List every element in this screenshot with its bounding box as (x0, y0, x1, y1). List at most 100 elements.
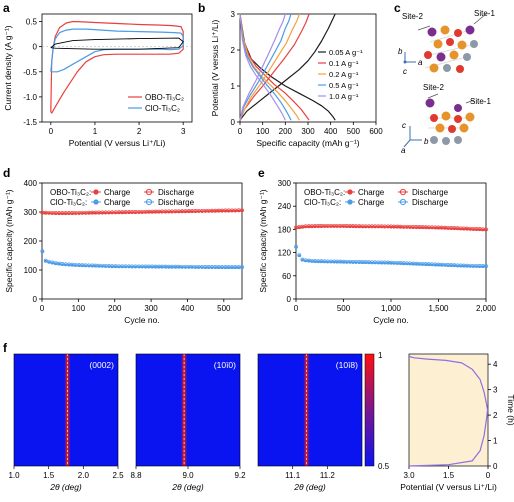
charge-marker (127, 211, 131, 214)
charge-marker (220, 266, 224, 269)
y-tick-label: 2 (231, 46, 236, 55)
charge-marker (377, 225, 380, 229)
charge-marker (94, 264, 97, 268)
charge-marker (150, 265, 154, 269)
charge-marker (323, 225, 326, 228)
site-2-label-side: Site-2 (423, 83, 444, 92)
charge-marker (140, 211, 144, 214)
charge-marker (97, 264, 101, 268)
x-tick-label: 1 (93, 127, 98, 136)
x-tick-label: 200 (108, 304, 122, 313)
x-tick-label: 1,500 (428, 304, 449, 313)
charge-marker (237, 209, 240, 213)
charge-marker (446, 227, 450, 230)
x-tick-label: 400 (324, 127, 338, 136)
crystal-atom-red (456, 65, 464, 73)
heatmap-x-axis-label: 2θ (deg) (49, 482, 82, 492)
crystal-atom-grey (430, 136, 438, 144)
y-tick-label: 400 (24, 179, 38, 188)
charge-marker (475, 228, 478, 231)
charge-marker (339, 225, 342, 228)
axis-c-label: c (402, 121, 406, 130)
charge-marker (91, 264, 94, 268)
charge-marker (127, 265, 131, 269)
charge-marker (67, 212, 71, 215)
charge-marker (465, 264, 469, 268)
clo-cv-curve (50, 28, 184, 73)
galvanostatic-chart-panel: b 0 100 200 300 400 500 600 0 1 2 3 Specific capac… (198, 1, 383, 148)
charge-marker (180, 210, 184, 213)
cv-x-axis-label: Potential (V versus Li⁺/Li) (69, 138, 166, 148)
charge-marker (434, 263, 437, 267)
y-tick-label: 100 (24, 266, 38, 275)
legend-material-label: ClO-Ti₃C₂: (50, 198, 87, 207)
crystal-atom-orange (429, 63, 439, 73)
charge-marker (307, 225, 311, 228)
y-tick-label: 4 (493, 360, 498, 369)
charge-marker (443, 226, 447, 230)
charge-marker (137, 265, 141, 269)
charge-marker (345, 225, 349, 228)
charge-marker (134, 211, 137, 214)
x-tick-label: 600 (369, 127, 383, 136)
charge-marker (154, 210, 157, 214)
charge-marker (301, 225, 304, 229)
site-1-label-side: Site-1 (470, 97, 491, 106)
charge-marker (110, 211, 114, 215)
crystal-atom-orange (459, 123, 469, 133)
charge-marker (342, 225, 345, 228)
charge-marker (421, 226, 425, 229)
charge-marker (140, 265, 144, 269)
charge-marker (386, 261, 390, 265)
charge-marker (367, 225, 371, 229)
legend-label: ClO-Ti₃C₂ (145, 104, 180, 113)
charge-marker (304, 259, 307, 263)
charge-marker (342, 260, 345, 264)
charge-marker (187, 210, 191, 213)
charge-marker (164, 210, 167, 214)
potential-y-axis-label: Time (h) (506, 394, 514, 425)
charge-marker (157, 210, 161, 214)
charge-marker (301, 258, 304, 262)
charge-marker (373, 225, 377, 229)
panel-label-f: f (3, 341, 8, 355)
axis-a-label: a (401, 146, 406, 155)
cv-plot-frame (41, 13, 193, 123)
y-tick-label: -0.5 (23, 68, 37, 77)
charge-marker (294, 226, 298, 230)
crystal-atom-purple (427, 27, 437, 37)
y-tick-label: -1.5 (23, 118, 37, 127)
charge-marker (418, 226, 421, 229)
charge-marker (446, 264, 450, 267)
crystal-atom-grey (463, 53, 471, 61)
crystal-atom-red (454, 115, 462, 123)
charge-marker (456, 264, 459, 268)
x-tick-label: 400 (181, 304, 195, 313)
crystal-atom-orange (465, 112, 475, 122)
reflection-label: (0002) (89, 360, 114, 370)
charge-marker (389, 261, 393, 265)
charge-marker (326, 260, 330, 264)
x-tick-label: 0 (49, 127, 54, 136)
legend-material-label: ClO-Ti₃C₂: (304, 198, 341, 207)
colorbar-max-label: 1 (378, 351, 383, 360)
charge-marker (147, 210, 151, 214)
crystal-atom-grey (470, 40, 478, 48)
y-tick-label: 3 (493, 386, 498, 395)
charge-marker (210, 209, 214, 213)
charge-marker (332, 225, 336, 228)
charge-marker (61, 212, 64, 215)
charge-marker (87, 264, 91, 268)
charge-marker (234, 209, 237, 213)
charge-marker (373, 261, 377, 265)
potential-x-axis-label: Potential (V versus Li⁺/Li) (400, 482, 497, 492)
x-tick-label: 1,000 (381, 304, 402, 313)
charge-marker (117, 265, 121, 269)
charge-marker (107, 265, 111, 268)
crystal-atom-orange (449, 50, 459, 60)
charge-marker (114, 211, 117, 215)
charge-marker (64, 263, 67, 267)
y-tick-label: 300 (24, 208, 38, 217)
x-tick-label: 1.5 (43, 471, 55, 480)
charge-curve (239, 13, 286, 121)
